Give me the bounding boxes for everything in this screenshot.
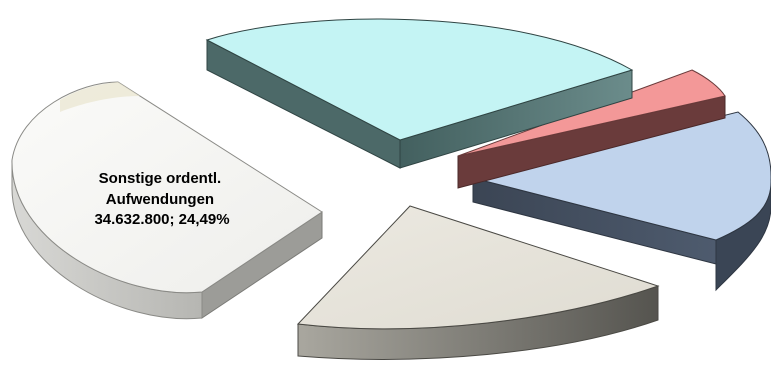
pie-slice-0-label: Sonstige ordentl. Aufwendungen 34.632.80… [94, 170, 229, 228]
pie-slice-2-top [457, 69, 726, 157]
pie-slice-4 [296, 205, 660, 360]
pie-slice-0-label-line-2: Aufwendungen [106, 191, 214, 208]
pie-slice-2 [457, 69, 726, 189]
pie-slice-1 [205, 18, 634, 169]
pie-slice-sonstige-ordentl-aufwendungen [11, 81, 323, 320]
pie-slice-3 [472, 111, 771, 292]
pie-slice-3-top [472, 111, 771, 241]
pie-slice-0-highlight [60, 82, 140, 112]
pie-slice-0-label-line-3: 34.632.800; 24,49% [94, 211, 229, 228]
pie-slice-0-label-line-1: Sonstige ordentl. [99, 170, 222, 187]
pie-slice-1-top [205, 18, 634, 141]
pie-slice-4-top [296, 205, 660, 330]
pie-slice-0-top [11, 81, 323, 294]
